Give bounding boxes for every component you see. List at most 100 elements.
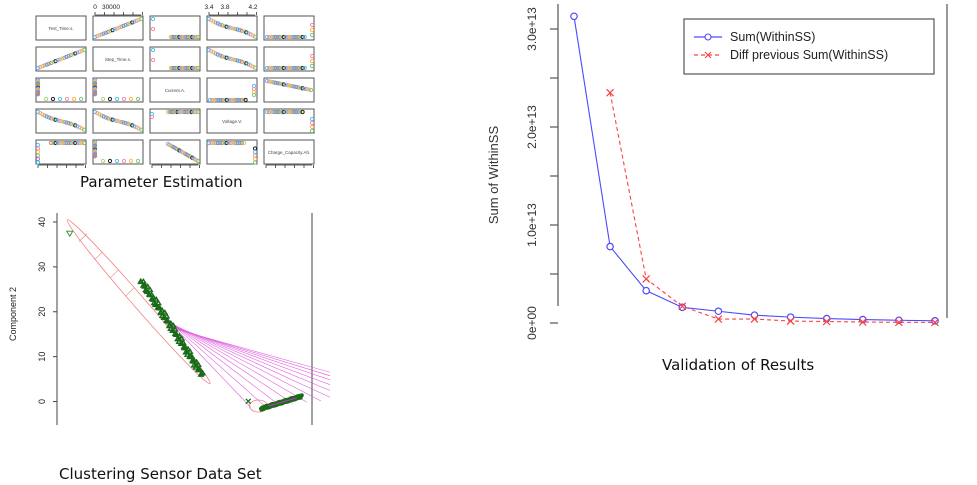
matrix-point	[68, 121, 73, 126]
matrix-point	[269, 34, 274, 40]
matrix-point	[55, 118, 60, 123]
matrix-point	[53, 59, 58, 64]
cluster-point	[144, 283, 152, 289]
matrix-point	[292, 65, 297, 71]
matrix-point	[218, 97, 223, 103]
matrix-point	[235, 58, 240, 63]
y-axis-label: Component 2	[8, 287, 18, 341]
matrix-point	[62, 140, 67, 146]
cluster-point	[192, 364, 200, 370]
cluster-point	[171, 330, 179, 337]
matrix-point	[300, 65, 305, 71]
matrix-point	[277, 81, 282, 86]
matrix-point	[101, 114, 106, 119]
matrix-point	[239, 59, 244, 64]
matrix-point	[287, 109, 293, 115]
matrix-point	[121, 120, 126, 125]
matrix-point	[237, 97, 242, 103]
matrix-point	[121, 158, 127, 164]
matrix-point	[279, 34, 284, 40]
tick-label: 4.2	[248, 4, 257, 11]
matrix-point	[309, 116, 315, 122]
ellipse-hatch	[125, 287, 135, 297]
matrix-point	[79, 48, 84, 53]
cluster-marker: ✕	[244, 397, 252, 407]
matrix-point	[266, 109, 272, 115]
matrix-point	[57, 118, 63, 124]
matrix-point	[283, 65, 288, 71]
matrix-point	[309, 53, 315, 59]
matrix-point	[300, 86, 305, 91]
matrix-point	[226, 25, 231, 30]
matrix-panel	[263, 139, 315, 165]
matrix-panel	[206, 77, 258, 103]
matrix-point	[277, 65, 282, 71]
cluster-point	[167, 325, 175, 332]
matrix-point	[309, 120, 315, 126]
matrix-point	[116, 25, 122, 30]
matrix-point	[128, 158, 134, 164]
tick-label: 3.8	[220, 4, 229, 11]
matrix-point	[243, 97, 248, 103]
cluster-point	[194, 366, 202, 372]
matrix-point	[195, 109, 201, 115]
matrix-point	[285, 34, 291, 40]
data-point	[606, 242, 614, 251]
cluster-point	[152, 301, 160, 308]
matrix-point	[121, 23, 126, 28]
cluster-ellipse	[66, 219, 211, 385]
matrix-point	[271, 109, 276, 115]
legend-label: Diff previous Sum(WithinSS)	[730, 48, 888, 62]
matrix-point	[294, 84, 299, 90]
matrix-point	[217, 53, 223, 58]
matrix-point	[244, 61, 249, 66]
matrix-point	[134, 18, 139, 23]
matrix-point	[59, 140, 65, 146]
matrix-point	[64, 140, 69, 146]
matrix-point	[211, 140, 216, 146]
cluster-point	[145, 291, 153, 297]
matrix-point	[290, 109, 295, 115]
matrix-point	[207, 97, 213, 103]
matrix-point	[228, 97, 234, 103]
matrix-point	[81, 140, 87, 146]
matrix-point	[273, 109, 278, 115]
matrix-point	[42, 63, 47, 68]
matrix-point	[216, 97, 221, 103]
matrix-point	[237, 27, 242, 33]
matrix-point	[275, 81, 280, 86]
ellipse-hatch	[94, 251, 103, 260]
matrix-point	[271, 65, 276, 71]
matrix-point	[194, 65, 199, 71]
matrix-point	[294, 109, 299, 115]
matrix-point	[252, 34, 258, 39]
matrix-point	[132, 19, 137, 24]
matrix-point	[266, 65, 272, 71]
matrix-point	[264, 34, 270, 40]
matrix-point	[252, 65, 258, 70]
matrix-point	[292, 109, 297, 115]
cluster-point	[152, 296, 160, 302]
data-point	[750, 315, 759, 324]
matrix-point	[309, 32, 315, 38]
matrix-point	[150, 26, 156, 32]
matrix-point	[309, 128, 315, 134]
matrix-point	[125, 121, 130, 126]
tick-label: 30000	[102, 4, 120, 11]
y-tick-label: 30	[37, 262, 47, 272]
matrix-point	[53, 117, 58, 122]
matrix-point	[252, 160, 258, 165]
matrix-point	[239, 28, 244, 33]
matrix-point	[281, 34, 286, 40]
y-tick-label: 40	[37, 217, 47, 227]
data-point	[931, 317, 939, 325]
matrix-point	[281, 65, 286, 71]
matrix-panel	[92, 46, 144, 72]
cluster-point	[178, 335, 186, 341]
matrix-point	[283, 109, 288, 115]
matrix-point	[59, 119, 65, 124]
matrix-point	[92, 34, 98, 40]
matrix-point	[215, 140, 220, 146]
matrix-point	[62, 55, 67, 60]
matrix-point	[237, 140, 242, 146]
